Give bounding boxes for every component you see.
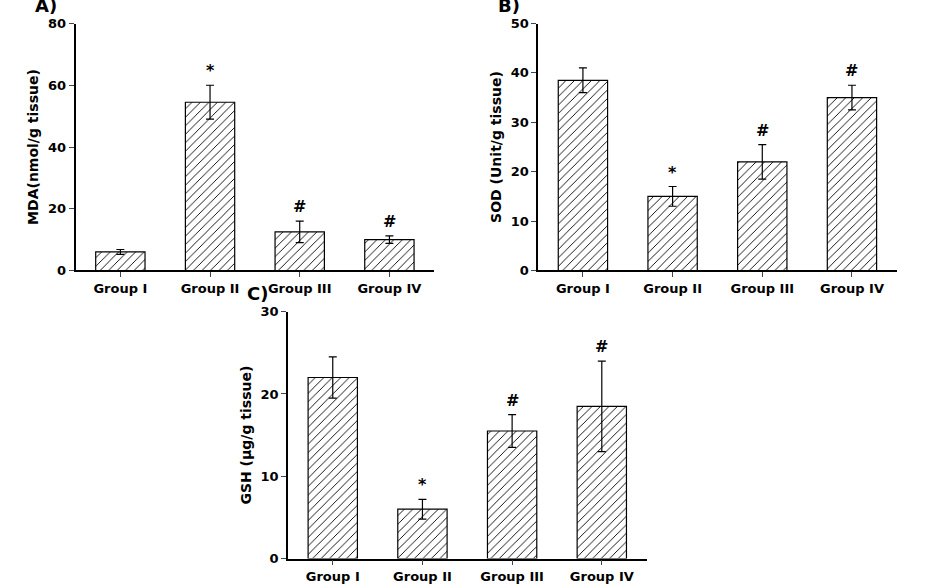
svg-text:0: 0 xyxy=(520,263,529,278)
svg-text:C): C) xyxy=(247,283,268,304)
svg-text:60: 60 xyxy=(48,78,66,93)
svg-text:30: 30 xyxy=(260,304,278,319)
svg-text:*: * xyxy=(668,163,677,182)
svg-text:Group II: Group II xyxy=(393,569,452,584)
svg-text:Group IV: Group IV xyxy=(570,569,634,584)
svg-text:Group III: Group III xyxy=(730,281,794,296)
svg-text:Group IV: Group IV xyxy=(820,281,884,296)
svg-text:Group I: Group I xyxy=(93,281,147,296)
svg-text:*: * xyxy=(418,475,427,494)
svg-text:#: # xyxy=(756,121,769,140)
svg-text:30: 30 xyxy=(511,115,529,130)
svg-text:#: # xyxy=(506,391,519,410)
svg-text:20: 20 xyxy=(511,164,529,179)
svg-text:#: # xyxy=(383,212,396,231)
svg-text:20: 20 xyxy=(48,201,66,216)
svg-text:Group III: Group III xyxy=(480,569,544,584)
svg-text:#: # xyxy=(595,337,608,356)
svg-text:0: 0 xyxy=(57,263,66,278)
svg-text:Group III: Group III xyxy=(268,281,332,296)
svg-text:Group II: Group II xyxy=(643,281,702,296)
svg-text:80: 80 xyxy=(48,16,66,31)
svg-text:0: 0 xyxy=(270,551,279,566)
svg-text:40: 40 xyxy=(48,140,66,155)
svg-text:Group II: Group II xyxy=(181,281,240,296)
svg-text:GSH (μg/g tissue): GSH (μg/g tissue) xyxy=(238,366,254,505)
svg-text:*: * xyxy=(206,61,215,80)
svg-text:#: # xyxy=(845,61,858,80)
svg-text:40: 40 xyxy=(511,65,529,80)
svg-text:20: 20 xyxy=(260,387,278,402)
svg-text:SOD (Unit/g tissue): SOD (Unit/g tissue) xyxy=(488,71,504,223)
svg-text:Group I: Group I xyxy=(306,569,360,584)
svg-text:Group IV: Group IV xyxy=(357,281,421,296)
svg-text:10: 10 xyxy=(511,214,529,229)
svg-text:#: # xyxy=(293,197,306,216)
svg-text:B): B) xyxy=(498,0,520,16)
svg-text:Group I: Group I xyxy=(556,281,610,296)
svg-text:50: 50 xyxy=(511,16,529,31)
svg-text:A): A) xyxy=(35,0,57,16)
svg-text:10: 10 xyxy=(260,469,278,484)
svg-text:MDA(nmol/g tissue): MDA(nmol/g tissue) xyxy=(25,69,41,225)
